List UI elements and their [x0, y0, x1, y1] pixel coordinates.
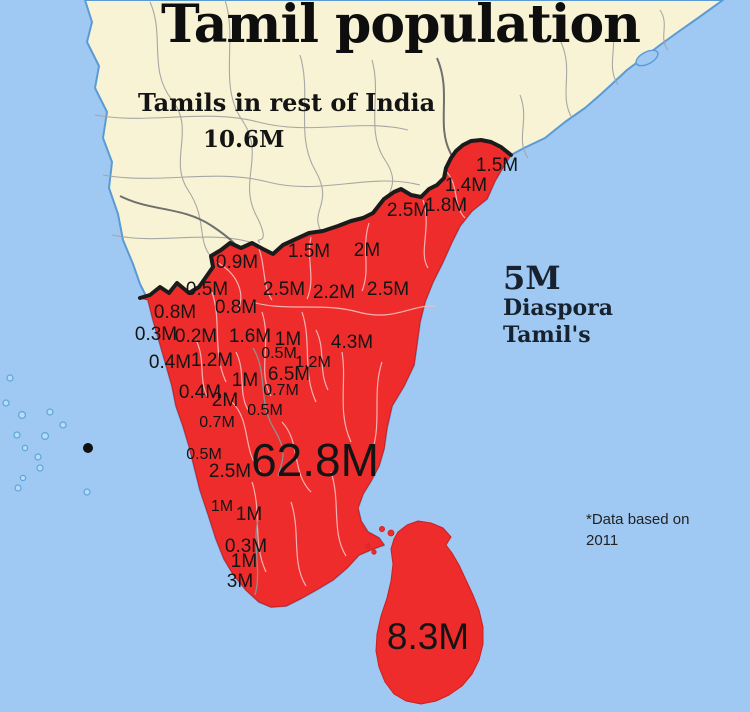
population-label: 1M — [235, 504, 263, 525]
population-label: 0.2M — [174, 326, 218, 347]
population-label: 2.5M — [208, 461, 252, 482]
population-label: 1.5M — [475, 155, 519, 176]
sri-lanka-island — [375, 520, 484, 705]
rest-of-india-label: Tamils in rest of India — [138, 88, 436, 117]
population-label: 1M — [274, 329, 302, 350]
tamil-boundary-line — [138, 138, 513, 300]
population-label: 62.8M — [251, 434, 379, 486]
population-label: 1M — [230, 551, 258, 572]
location-dot — [83, 443, 93, 453]
population-label: 0.9M — [215, 252, 259, 273]
population-label: 2.5M — [366, 279, 410, 300]
page-title: Tamil population — [161, 0, 641, 55]
population-label: 0.5M — [185, 279, 229, 300]
diaspora-label-line2: Tamil's — [503, 322, 591, 348]
population-label: 0.8M — [153, 302, 197, 323]
population-label: 2M — [211, 390, 239, 411]
data-source-note-line2: 2011 — [586, 532, 619, 549]
population-label: 6.5M — [267, 364, 311, 385]
diaspora-label-line1: Diaspora — [503, 295, 613, 321]
population-label: 1M — [210, 498, 234, 515]
population-label: 1.8M — [424, 195, 468, 216]
district-borders-land — [94, 0, 669, 259]
chilika-lake — [635, 49, 659, 67]
population-label: 0.3M — [134, 324, 178, 345]
diaspora-value: 5M — [503, 259, 561, 297]
data-source-note: *Data based on 2011 — [586, 509, 689, 551]
data-source-note-line1: *Data based on — [586, 511, 690, 528]
population-label: 2M — [353, 240, 381, 261]
population-label: 8.3M — [386, 616, 470, 657]
population-label: 0.5M — [261, 345, 297, 362]
population-label: 2.5M — [386, 200, 430, 221]
population-label: 1.4M — [444, 175, 488, 196]
population-label: 1M — [231, 370, 259, 391]
population-label: 0.4M — [148, 352, 192, 373]
district-borders-tamil — [195, 169, 466, 587]
population-label: 0.4M — [178, 382, 222, 403]
population-label: 1.5M — [287, 241, 331, 262]
population-label: 0.7M — [263, 382, 299, 399]
interstate-borders-tamil — [252, 347, 284, 596]
population-label: 2.2M — [312, 282, 356, 303]
population-label: 3M — [226, 571, 254, 592]
population-label: 0.8M — [214, 297, 258, 318]
population-label: 4.3M — [330, 332, 374, 353]
population-label: 0.5M — [247, 402, 283, 419]
population-label: 1.2M — [190, 350, 234, 371]
population-label: 1.6M — [228, 326, 272, 347]
lakshadweep-islets — [2, 374, 91, 496]
population-label: 0.3M — [224, 536, 268, 557]
diaspora-annotation: 5M Diaspora Tamil's — [503, 261, 613, 349]
population-label: 1.2M — [295, 354, 331, 371]
population-label: 0.5M — [186, 446, 222, 463]
population-label: 0.7M — [199, 414, 235, 431]
rest-of-india-value: 10.6M — [203, 126, 285, 153]
population-label: 2.5M — [262, 279, 306, 300]
